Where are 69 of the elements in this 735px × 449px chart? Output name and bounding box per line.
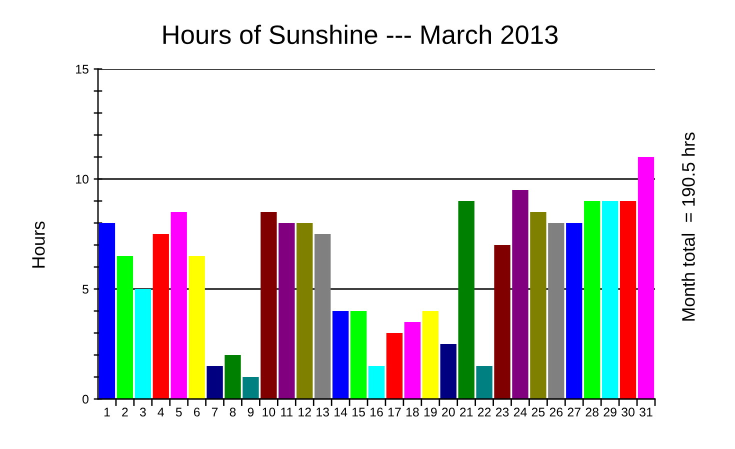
x-tick-label: 23 — [496, 408, 509, 417]
x-tick-label: 21 — [460, 408, 473, 416]
bar — [602, 201, 618, 399]
x-tick-label: 9 — [248, 408, 254, 417]
x-tick-label: 28 — [586, 408, 599, 417]
bar — [314, 234, 331, 399]
x-tick-label: 14 — [334, 408, 348, 416]
x-tick-label: 26 — [550, 408, 563, 417]
y-tick-label: 5 — [82, 284, 88, 294]
x-tick-label: 10 — [262, 408, 276, 417]
bar — [476, 366, 492, 399]
x-tick-label: 17 — [388, 408, 401, 416]
x-tick-label: 27 — [568, 408, 580, 416]
x-tick-label: 6 — [194, 408, 200, 417]
x-tick-label: 12 — [298, 408, 311, 416]
bar — [188, 256, 205, 399]
x-tick-label: 13 — [316, 408, 329, 417]
bar — [206, 366, 223, 399]
bar — [512, 190, 528, 399]
y-tick-label: 10 — [76, 174, 88, 184]
bar — [278, 223, 295, 399]
x-tick-label: 1 — [104, 408, 110, 416]
x-tick-label: 30 — [622, 408, 635, 417]
bar — [638, 157, 654, 399]
bar — [332, 311, 349, 399]
x-tick-label: 2 — [122, 408, 128, 416]
bar — [440, 344, 456, 399]
bar — [584, 201, 600, 399]
bar — [170, 212, 187, 399]
bar — [242, 377, 259, 399]
bar — [620, 201, 636, 399]
x-tick-label: 18 — [406, 408, 419, 417]
x-tick-label: 3 — [140, 408, 146, 417]
x-tick-label: 19 — [424, 408, 437, 417]
x-tick-label: 7 — [212, 408, 218, 416]
bar — [260, 212, 277, 399]
chart-title: Hours of Sunshine --- March 2013 — [163, 24, 558, 44]
bar — [98, 223, 116, 399]
x-tick-label: 22 — [478, 408, 491, 416]
y-tick-label: 15 — [76, 64, 88, 74]
y-tick-label: 0 — [82, 394, 88, 404]
x-tick-label: 25 — [532, 408, 545, 417]
x-tick-label: 24 — [514, 408, 527, 416]
bar — [224, 355, 241, 399]
x-tick-label: 4 — [158, 408, 164, 416]
bar — [134, 289, 152, 399]
x-tick-label: 20 — [442, 408, 455, 417]
bar — [494, 245, 510, 399]
bar — [368, 366, 385, 399]
x-tick-label: 16 — [370, 408, 383, 417]
bar — [530, 212, 546, 399]
bar — [296, 223, 313, 399]
bar — [458, 201, 474, 399]
bar — [404, 322, 421, 399]
text: Month total = 190.5 hrs — [682, 132, 695, 321]
x-tick-label: 15 — [352, 408, 365, 417]
bar — [548, 223, 564, 399]
bar — [350, 311, 367, 399]
bar — [566, 223, 582, 399]
bar — [422, 311, 438, 399]
x-tick-label: 29 — [604, 408, 616, 417]
bar — [386, 333, 403, 399]
x-tick-label: 8 — [230, 408, 236, 417]
bar — [152, 234, 169, 399]
bar — [116, 256, 134, 399]
x-tick-label: 5 — [176, 408, 182, 417]
x-tick-label: 11 — [281, 408, 293, 416]
x-tick-label: 31 — [640, 408, 652, 417]
y-axis-title: Hours — [32, 222, 45, 268]
